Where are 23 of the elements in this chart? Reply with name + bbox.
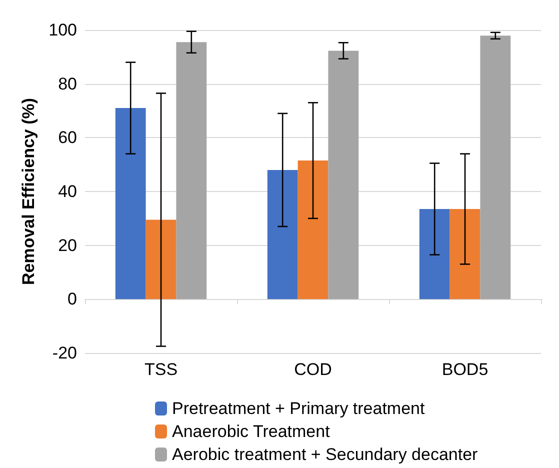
y-tick-label: 80 [58,74,77,94]
y-tick-label: 60 [58,128,77,148]
bar [267,170,298,300]
bar [450,208,480,300]
y-tick-label: 20 [58,236,77,255]
bar [176,42,207,300]
y-tick-label: 40 [58,182,77,201]
legend-label: Aerobic treatment + Secundary decanter [172,445,478,464]
y-tick-label: 100 [48,20,77,40]
bar [298,160,328,300]
bar [115,108,146,300]
x-tick-label: TSS [144,360,178,379]
x-tick-label: COD [294,360,332,379]
bar [328,50,359,300]
y-axis-title: Removal Efficiency (%) [19,98,38,286]
y-tick-label: -20 [52,344,77,362]
legend-label: Anaerobic Treatment [172,422,330,441]
bar [480,36,511,300]
legend-label: Pretreatment + Primary treatment [172,399,425,418]
x-tick-label: BOD5 [442,360,488,379]
bar [146,220,176,300]
y-tick-label: 0 [68,290,77,309]
bar [419,208,450,300]
